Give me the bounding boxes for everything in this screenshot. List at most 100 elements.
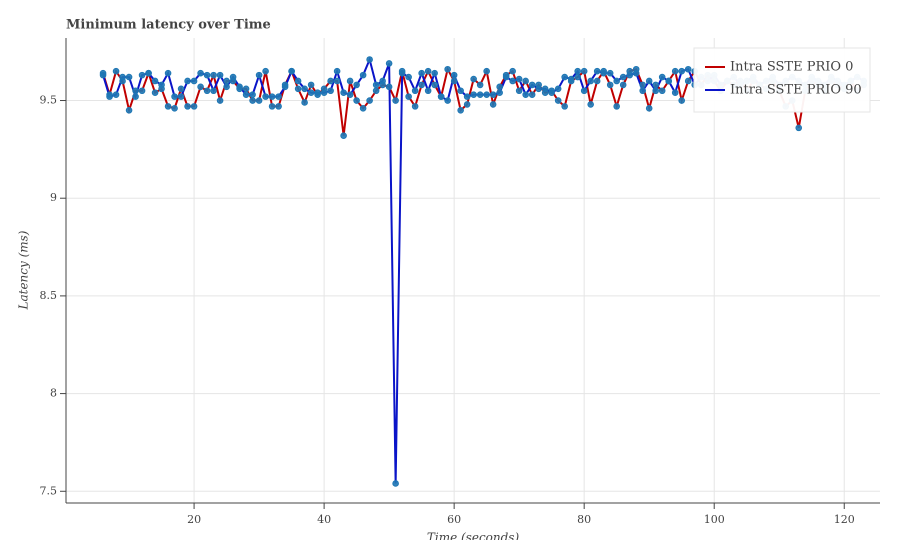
data-point <box>366 97 373 104</box>
data-point <box>333 77 341 85</box>
data-point <box>242 85 250 93</box>
data-point <box>561 103 568 110</box>
data-point <box>353 97 360 104</box>
data-point <box>255 97 263 104</box>
data-point <box>502 73 510 81</box>
x-tick-label: 40 <box>317 513 331 526</box>
data-point <box>275 93 282 100</box>
data-point <box>671 67 679 75</box>
data-point <box>177 93 185 100</box>
data-point <box>392 97 399 104</box>
data-point <box>249 97 256 104</box>
data-point <box>483 67 490 75</box>
data-point <box>418 69 425 77</box>
data-point <box>515 75 523 83</box>
data-point <box>548 89 555 97</box>
data-point <box>645 77 653 85</box>
data-point <box>327 87 334 95</box>
data-point <box>632 69 640 77</box>
data-point <box>405 73 412 81</box>
data-point <box>580 87 588 95</box>
legend-box <box>693 47 871 113</box>
data-point <box>509 77 516 85</box>
data-point <box>307 81 315 89</box>
data-point <box>119 73 126 81</box>
data-point <box>288 67 295 75</box>
y-tick-label: 9.5 <box>40 94 58 107</box>
data-point <box>652 87 659 95</box>
data-point <box>684 77 692 85</box>
data-point <box>437 93 445 100</box>
data-point <box>567 75 575 83</box>
data-point <box>639 81 646 89</box>
data-point <box>197 83 204 91</box>
data-point <box>184 77 191 85</box>
data-point <box>262 67 269 75</box>
data-point <box>476 81 484 89</box>
data-point <box>372 87 380 95</box>
data-point <box>294 85 302 93</box>
data-point <box>99 71 107 79</box>
data-point <box>171 93 178 100</box>
data-point <box>561 73 568 81</box>
data-point <box>580 67 588 75</box>
x-tick-label: 120 <box>834 513 855 526</box>
data-point <box>216 97 224 104</box>
data-point <box>184 103 191 110</box>
data-point <box>242 91 250 98</box>
data-point <box>411 87 419 95</box>
data-point <box>106 93 113 100</box>
data-point <box>203 71 211 79</box>
data-point <box>463 93 471 100</box>
data-point <box>535 85 542 93</box>
data-point <box>457 87 464 95</box>
data-point <box>684 65 692 73</box>
data-point <box>665 77 672 85</box>
data-point <box>346 77 354 85</box>
data-point <box>652 81 659 89</box>
data-point <box>541 85 549 93</box>
data-point <box>262 93 269 100</box>
data-point <box>164 69 172 77</box>
data-point <box>275 103 282 110</box>
data-point <box>190 77 198 85</box>
data-point <box>522 77 529 85</box>
data-point <box>229 73 237 81</box>
data-point <box>158 81 165 89</box>
data-point <box>515 87 523 95</box>
legend-label: Intra SSTE PRIO 90 <box>730 83 862 98</box>
data-point <box>444 65 451 73</box>
data-point <box>190 103 198 110</box>
data-point <box>223 83 230 91</box>
y-axis-label: Latency (ms) <box>17 230 31 310</box>
data-point <box>359 105 367 112</box>
data-point <box>678 67 686 75</box>
data-point <box>210 71 217 79</box>
data-point <box>489 91 497 98</box>
x-tick-label: 100 <box>704 513 725 526</box>
x-tick-label: 20 <box>187 513 201 526</box>
legend-label: Intra SSTE PRIO 0 <box>730 60 853 75</box>
data-point <box>619 81 627 89</box>
data-point <box>496 89 503 97</box>
data-point <box>385 60 393 67</box>
data-point <box>574 73 581 81</box>
data-point <box>327 77 334 85</box>
data-point <box>340 132 347 139</box>
data-point <box>450 71 458 79</box>
data-point <box>112 67 120 75</box>
data-point <box>606 69 614 77</box>
data-point <box>470 75 477 83</box>
y-tick-label: 8 <box>50 387 57 400</box>
data-point <box>346 91 354 98</box>
data-point <box>509 67 516 75</box>
data-point <box>645 105 653 112</box>
data-point <box>470 91 477 98</box>
data-point <box>138 71 146 79</box>
x-axis-label: Time (seconds) <box>427 531 520 540</box>
data-point <box>223 77 230 85</box>
y-tick-label: 9 <box>50 191 57 204</box>
data-point <box>613 103 620 110</box>
data-point <box>587 77 594 85</box>
data-point <box>145 69 152 77</box>
